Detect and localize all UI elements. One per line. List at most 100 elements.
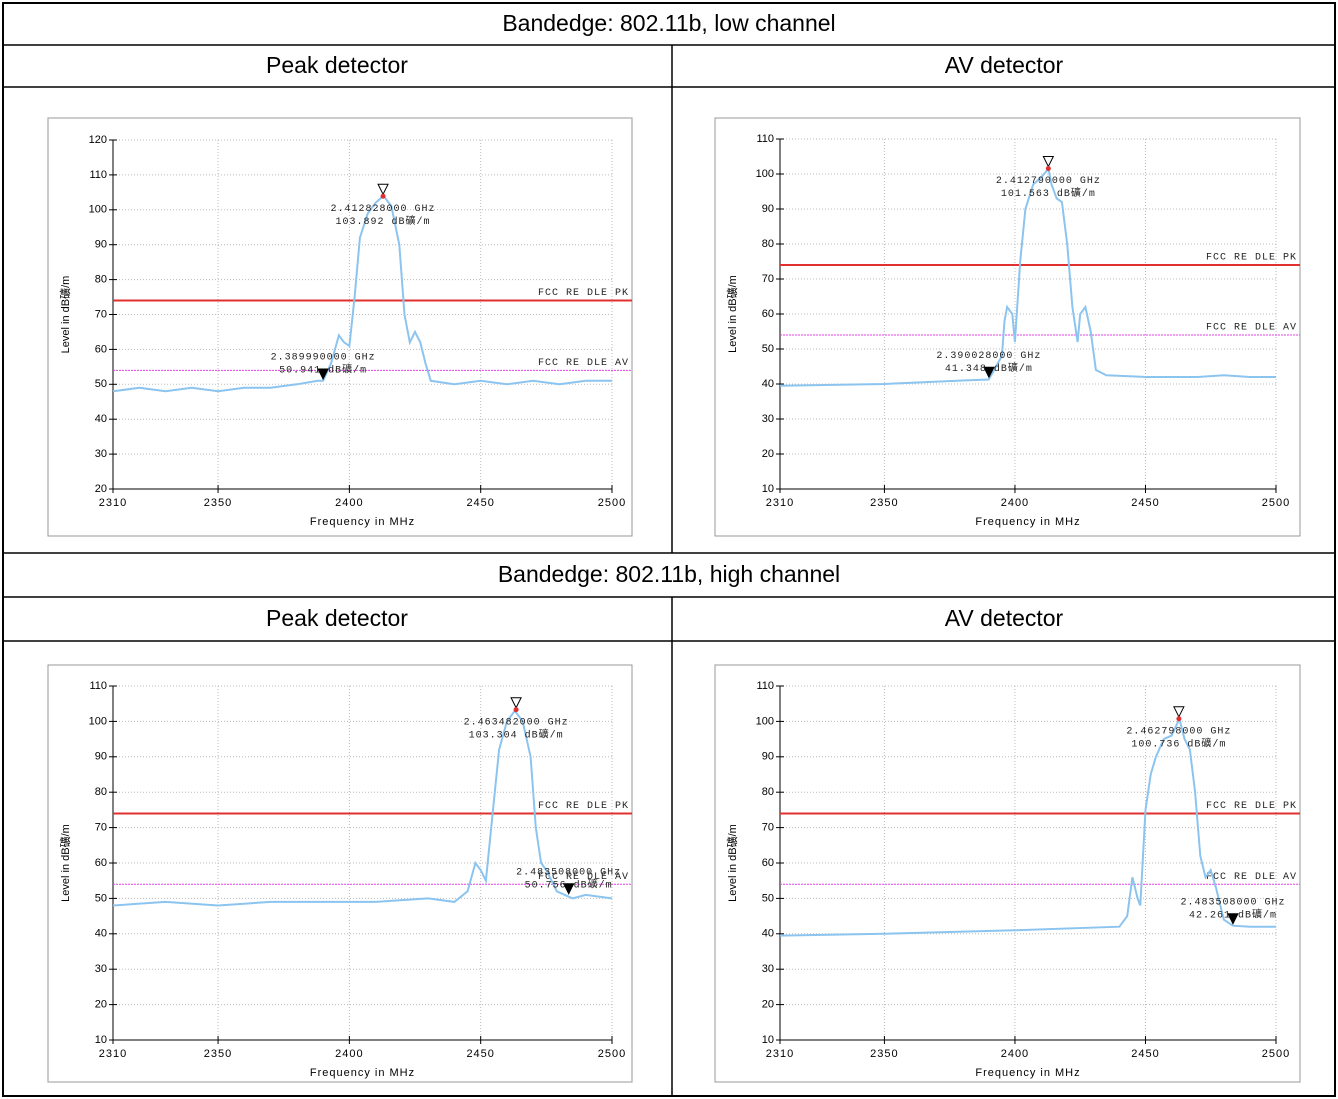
marker-label: 2.412828000 GHz: [331, 204, 436, 215]
marker-label: 2.412790000 GHz: [996, 176, 1101, 187]
y-tick-label: 50: [95, 378, 107, 390]
y-tick-label: 120: [89, 134, 107, 146]
y-tick-label: 20: [762, 999, 774, 1011]
x-tick-label: 2500: [598, 497, 626, 509]
marker-label: 50.941 dB礦/m: [279, 363, 367, 377]
limit-label: FCC RE DLE AV: [1206, 323, 1297, 334]
y-tick-label: 90: [95, 239, 107, 251]
y-tick-label: 60: [95, 343, 107, 355]
chart-frame: [714, 664, 1301, 1083]
limit-label: FCC RE DLE PK: [538, 801, 629, 812]
limit-label: FCC RE DLE AV: [538, 872, 629, 883]
x-tick-label: 2310: [99, 497, 127, 509]
y-tick-label: 50: [762, 343, 774, 355]
y-tick-label: 100: [756, 715, 774, 727]
marker-label: 103.892 dB礦/m: [336, 214, 431, 228]
y-tick-label: 70: [95, 822, 107, 834]
marker-dot: [513, 707, 519, 713]
trace: [112, 709, 613, 907]
x-axis-label: Frequency in MHz: [975, 1067, 1080, 1079]
marker-dot: [1045, 166, 1051, 172]
x-tick-label: 2350: [204, 1048, 232, 1060]
y-tick-label: 40: [95, 928, 107, 940]
marker-dot: [380, 193, 386, 199]
y-tick-label: 30: [95, 448, 107, 460]
x-tick-label: 2350: [870, 497, 898, 509]
x-tick-label: 2310: [766, 497, 794, 509]
x-tick-label: 2450: [466, 1048, 494, 1060]
marker-dot: [1176, 716, 1182, 722]
chart-frame: [47, 664, 633, 1083]
limit-label: FCC RE DLE AV: [1206, 872, 1297, 883]
marker-label: 2.483508000 GHz: [1180, 897, 1285, 908]
x-tick-label: 2400: [1001, 1048, 1029, 1060]
y-tick-label: 90: [95, 751, 107, 763]
x-axis-label: Frequency in MHz: [310, 516, 415, 528]
marker: [1227, 913, 1239, 925]
y-tick-label: 40: [762, 928, 774, 940]
y-tick-label: 10: [762, 1034, 774, 1046]
x-tick-label: 2350: [204, 497, 232, 509]
y-tick-label: 90: [762, 751, 774, 763]
y-axis-label: Level in dB礦/m: [725, 275, 739, 353]
x-tick-label: 2500: [1262, 1048, 1290, 1060]
row-title: Bandedge: 802.11b, low channel: [502, 10, 835, 36]
marker: [562, 883, 575, 895]
marker-label: 2.462798000 GHz: [1126, 726, 1231, 737]
marker-label: 2.483508000 GHz: [516, 867, 621, 878]
y-tick-label: 60: [95, 857, 107, 869]
y-tick-label: 60: [762, 308, 774, 320]
x-tick-label: 2310: [99, 1048, 127, 1060]
limit-label: FCC RE DLE PK: [1206, 801, 1297, 812]
x-tick-label: 2500: [1262, 497, 1290, 509]
y-tick-label: 30: [762, 413, 774, 425]
x-tick-label: 2450: [466, 497, 494, 509]
y-axis-label: Level in dB礦/m: [58, 824, 72, 902]
trace: [779, 166, 1276, 387]
x-tick-label: 2400: [1001, 497, 1029, 509]
marker-label: 50.756 dB礦/m: [525, 877, 613, 891]
x-tick-label: 2500: [598, 1048, 626, 1060]
marker-label: 103.304 dB礦/m: [469, 727, 564, 741]
x-tick-label: 2400: [335, 1048, 363, 1060]
y-tick-label: 50: [762, 892, 774, 904]
y-tick-label: 100: [89, 715, 107, 727]
y-tick-label: 40: [95, 413, 107, 425]
y-tick-label: 80: [95, 786, 107, 798]
limit-label: FCC RE DLE PK: [1206, 253, 1297, 264]
column-header: AV detector: [945, 52, 1064, 78]
marker: [377, 183, 389, 196]
x-tick-label: 2310: [766, 1048, 794, 1060]
chart-frame: [714, 117, 1301, 537]
row-title: Bandedge: 802.11b, high channel: [498, 561, 840, 587]
x-tick-label: 2350: [870, 1048, 898, 1060]
y-tick-label: 110: [756, 133, 774, 145]
y-tick-label: 10: [762, 483, 774, 495]
y-tick-label: 70: [95, 308, 107, 320]
marker-label: 2.390028000 GHz: [936, 351, 1041, 362]
x-axis-label: Frequency in MHz: [310, 1067, 415, 1079]
column-header: Peak detector: [266, 605, 408, 631]
y-tick-label: 50: [95, 892, 107, 904]
marker-label: 2.389990000 GHz: [271, 353, 376, 364]
marker: [317, 368, 329, 381]
limit-label: FCC RE DLE PK: [538, 288, 629, 299]
marker-label: 101.563 dB礦/m: [1001, 186, 1096, 200]
marker: [510, 697, 522, 709]
x-tick-label: 2400: [335, 497, 363, 509]
limit-label: FCC RE DLE AV: [538, 358, 629, 369]
y-axis-label: Level in dB礦/m: [725, 824, 739, 902]
trace: [779, 715, 1276, 937]
y-tick-label: 80: [762, 238, 774, 250]
y-tick-label: 30: [762, 963, 774, 975]
marker: [983, 366, 995, 379]
y-tick-label: 20: [762, 448, 774, 460]
marker: [1042, 156, 1055, 168]
x-axis-label: Frequency in MHz: [975, 516, 1080, 528]
y-tick-label: 60: [762, 857, 774, 869]
y-tick-label: 100: [89, 204, 107, 216]
y-tick-label: 70: [762, 822, 774, 834]
column-header: Peak detector: [266, 52, 408, 78]
y-axis-label: Level in dB礦/m: [58, 276, 72, 354]
